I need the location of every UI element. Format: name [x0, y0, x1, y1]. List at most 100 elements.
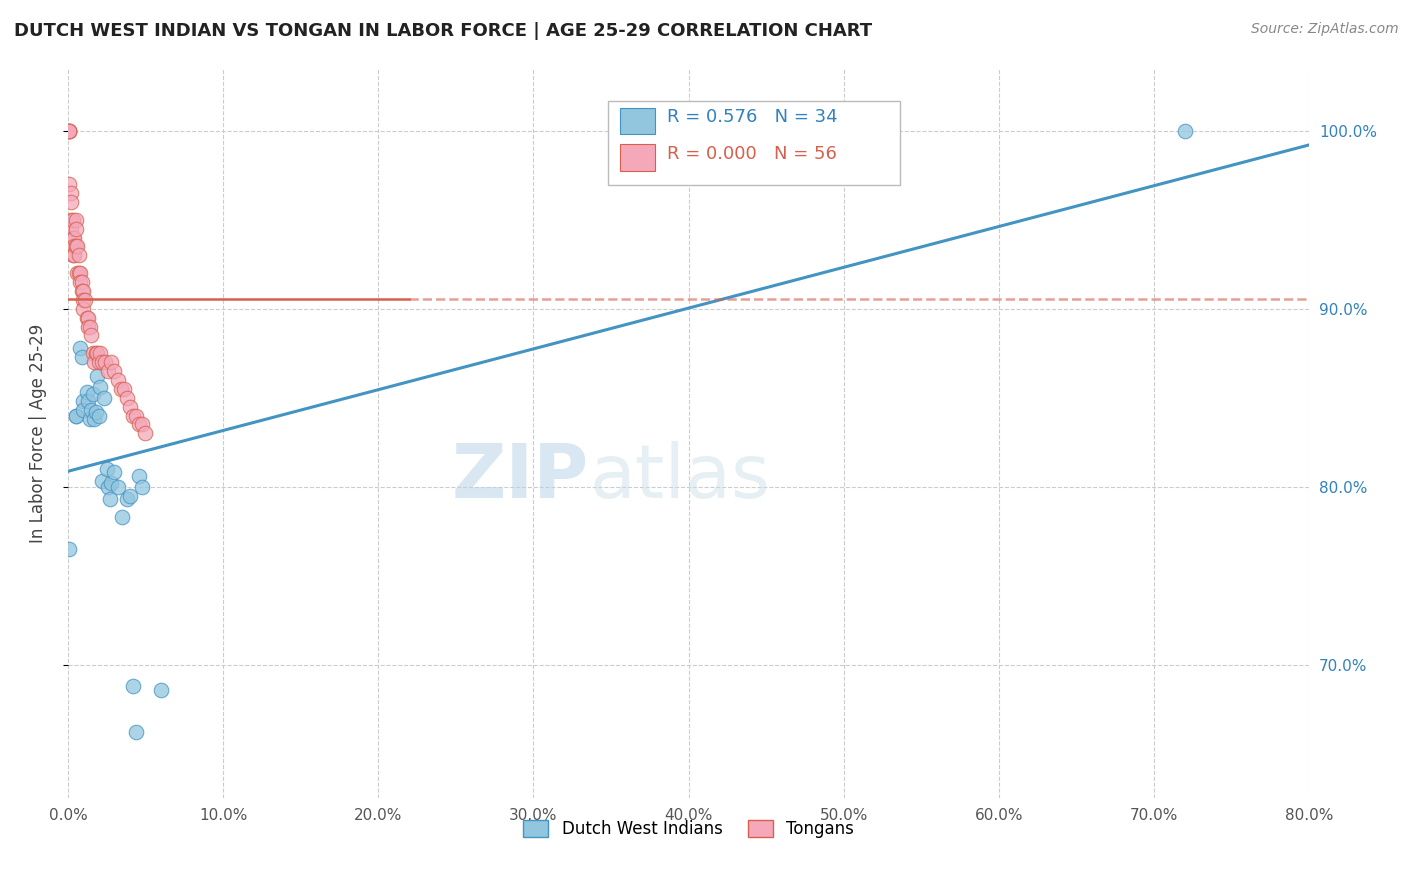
Point	[110, 382, 132, 396]
Point	[82, 346, 104, 360]
Point	[115, 391, 138, 405]
Point	[72, 394, 94, 409]
Point	[58, 124, 80, 138]
Point	[103, 466, 125, 480]
Point	[59, 212, 82, 227]
Point	[73, 293, 96, 307]
Point	[112, 382, 135, 396]
Point	[86, 346, 108, 360]
Point	[87, 409, 110, 423]
Point	[77, 394, 100, 409]
Text: Source: ZipAtlas.com: Source: ZipAtlas.com	[1251, 22, 1399, 37]
Text: R = 0.576   N = 34: R = 0.576 N = 34	[668, 109, 838, 127]
Point	[79, 412, 101, 426]
Point	[67, 248, 90, 262]
Point	[111, 510, 134, 524]
Y-axis label: In Labor Force | Age 25-29: In Labor Force | Age 25-29	[30, 324, 46, 543]
Point	[107, 373, 129, 387]
Point	[125, 725, 148, 739]
Point	[115, 492, 138, 507]
Point	[59, 194, 82, 209]
Point	[131, 417, 153, 432]
Point	[72, 403, 94, 417]
Point	[87, 355, 110, 369]
Point	[84, 405, 107, 419]
Point	[67, 266, 90, 280]
Point	[65, 409, 87, 423]
Point	[66, 266, 89, 280]
Point	[97, 364, 120, 378]
Point	[65, 409, 87, 423]
Text: R = 0.000   N = 56: R = 0.000 N = 56	[668, 145, 838, 163]
Point	[63, 239, 86, 253]
Point	[82, 387, 104, 401]
Point	[80, 328, 103, 343]
Point	[94, 355, 117, 369]
Point	[103, 364, 125, 378]
Point	[65, 239, 87, 253]
Point	[58, 177, 80, 191]
Point	[59, 186, 82, 200]
Point	[69, 275, 91, 289]
Point	[70, 350, 93, 364]
Point	[72, 293, 94, 307]
Point	[58, 124, 80, 138]
Point	[1174, 124, 1197, 138]
Point	[93, 391, 115, 405]
Point	[97, 480, 120, 494]
Point	[100, 476, 122, 491]
Point	[125, 409, 148, 423]
Point	[63, 248, 86, 262]
Point	[122, 409, 145, 423]
Point	[89, 380, 111, 394]
Point	[65, 221, 87, 235]
Point	[66, 239, 89, 253]
Point	[122, 679, 145, 693]
Point	[76, 310, 98, 325]
Point	[134, 426, 156, 441]
Text: ZIP: ZIP	[451, 441, 589, 514]
Point	[86, 369, 108, 384]
Text: DUTCH WEST INDIAN VS TONGAN IN LABOR FORCE | AGE 25-29 CORRELATION CHART: DUTCH WEST INDIAN VS TONGAN IN LABOR FOR…	[14, 22, 872, 40]
Point	[76, 385, 98, 400]
Point	[72, 301, 94, 316]
Point	[62, 248, 84, 262]
Point	[80, 403, 103, 417]
Point	[91, 475, 114, 489]
Point	[72, 284, 94, 298]
Point	[63, 230, 86, 244]
Point	[100, 355, 122, 369]
Point	[58, 541, 80, 556]
Point	[118, 489, 141, 503]
Point	[69, 266, 91, 280]
Point	[98, 492, 121, 507]
Point	[58, 124, 80, 138]
Point	[59, 221, 82, 235]
Point	[150, 682, 173, 697]
Point	[69, 341, 91, 355]
Point	[83, 412, 105, 426]
Text: atlas: atlas	[589, 441, 770, 514]
Point	[70, 275, 93, 289]
Point	[70, 284, 93, 298]
FancyBboxPatch shape	[620, 145, 655, 170]
Point	[107, 480, 129, 494]
Point	[77, 319, 100, 334]
Point	[128, 469, 150, 483]
Point	[131, 480, 153, 494]
FancyBboxPatch shape	[607, 102, 900, 186]
Point	[118, 400, 141, 414]
Point	[89, 346, 111, 360]
Point	[62, 212, 84, 227]
Point	[77, 310, 100, 325]
Point	[65, 212, 87, 227]
Point	[91, 355, 114, 369]
Legend: Dutch West Indians, Tongans: Dutch West Indians, Tongans	[516, 813, 860, 845]
FancyBboxPatch shape	[620, 108, 655, 134]
Point	[62, 230, 84, 244]
Point	[128, 417, 150, 432]
Point	[79, 319, 101, 334]
Point	[84, 346, 107, 360]
Point	[96, 462, 118, 476]
Point	[58, 124, 80, 138]
